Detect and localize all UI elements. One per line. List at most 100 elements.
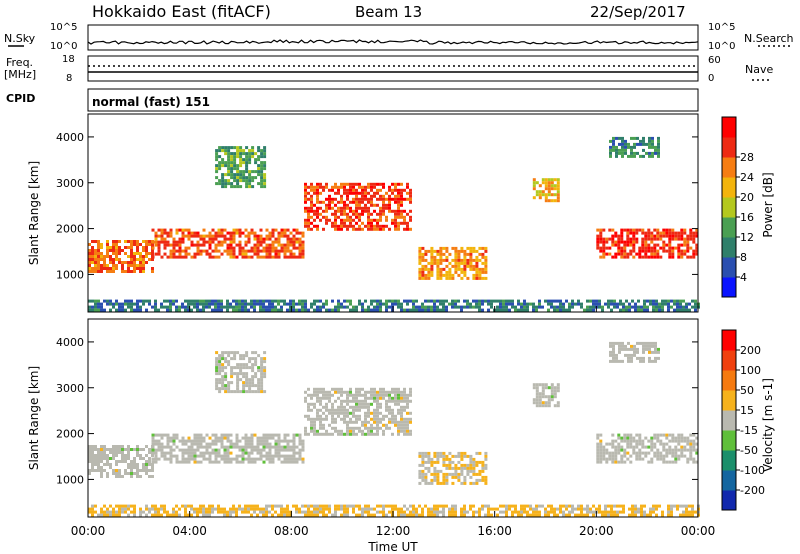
velocity-echo-cell-2 [319, 420, 322, 424]
velocity-echo-cell-7 [654, 350, 657, 354]
power-echo-cell-8 [244, 305, 247, 309]
power-echo-cell-3 [248, 173, 252, 177]
velocity-echo-cell-8 [91, 507, 94, 511]
power-echo-cell-1 [286, 249, 290, 253]
power-echo-cell-8 [430, 305, 433, 309]
velocity-echo-cell-2 [370, 393, 373, 397]
velocity-echo-cell-2 [364, 417, 367, 421]
power-echo-cell-2 [310, 194, 313, 198]
velocity-echo-cell-2 [358, 402, 361, 406]
power-colorbar-swatch [722, 257, 736, 278]
power-colorbar-tick-label: 16 [740, 211, 754, 224]
power-echo-cell-6 [692, 234, 696, 238]
velocity-echo-cell-6 [599, 454, 603, 458]
power-echo-cell-2 [373, 182, 376, 186]
velocity-echo-cell-2 [304, 432, 307, 436]
velocity-echo-cell-1 [277, 439, 281, 443]
power-echo-cell-1 [205, 240, 209, 244]
velocity-echo-cell-0 [127, 445, 130, 448]
velocity-echo-cell-0 [91, 460, 94, 463]
velocity-echo-cell-6 [683, 445, 687, 449]
power-echo-cell-4 [418, 246, 422, 250]
velocity-echo-cell-3 [260, 357, 264, 361]
velocity-echo-cell-7 [657, 356, 660, 360]
power-echo-cell-8 [511, 302, 514, 306]
power-echo-cell-1 [187, 237, 191, 241]
power-echo-cell-6 [632, 237, 636, 241]
velocity-echo-cell-6 [632, 436, 636, 440]
velocity-echo-cell-4 [472, 469, 476, 473]
velocity-echo-cell-1 [277, 445, 281, 449]
velocity-echo-cell-1 [280, 460, 284, 464]
velocity-echo-cell-5 [556, 401, 560, 405]
velocity-echo-cell-1 [292, 436, 296, 440]
power-echo-cell-1 [193, 243, 197, 247]
velocity-echo-cell-6 [638, 457, 642, 461]
velocity-echo-cell-2 [397, 408, 400, 412]
power-echo-cell-6 [656, 255, 660, 259]
velocity-echo-cell-2 [391, 411, 394, 415]
power-echo-cell-1 [223, 234, 227, 238]
velocity-echo-cell-1 [196, 454, 200, 458]
velocity-echo-cell-1 [232, 445, 236, 449]
power-echo-cell-6 [653, 243, 657, 247]
power-echo-cell-1 [226, 249, 230, 253]
velocity-echo-cell-1 [301, 442, 305, 446]
velocity-echo-cell-1 [274, 454, 278, 458]
power-echo-cell-0 [112, 270, 115, 273]
power-echo-cell-3 [227, 170, 231, 174]
power-echo-cell-4 [472, 267, 476, 271]
velocity-colorbar-tick-label: 50 [740, 384, 754, 397]
power-echo-cell-2 [367, 191, 370, 195]
power-echo-cell-6 [692, 249, 696, 253]
power-echo-cell-8 [262, 302, 265, 306]
velocity-echo-cell-2 [331, 393, 334, 397]
velocity-echo-cell-6 [650, 445, 654, 449]
velocity-echo-cell-8 [532, 510, 535, 514]
velocity-echo-cell-8 [214, 507, 217, 511]
power-echo-cell-6 [644, 234, 648, 238]
velocity-echo-cell-8 [343, 510, 346, 514]
velocity-echo-cell-8 [610, 504, 613, 508]
velocity-echo-cell-8 [160, 507, 163, 511]
power-echo-cell-0 [109, 258, 112, 261]
power-echo-cell-6 [599, 228, 603, 232]
power-echo-cell-6 [632, 228, 636, 232]
power-echo-cell-4 [430, 255, 434, 259]
velocity-echo-cell-8 [514, 510, 517, 514]
velocity-echo-cell-3 [239, 357, 243, 361]
power-colorbar-swatch [722, 137, 736, 158]
velocity-echo-cell-1 [238, 448, 242, 452]
power-echo-cell-1 [301, 249, 305, 253]
velocity-echo-cell-2 [394, 402, 397, 406]
velocity-echo-cell-7 [609, 353, 612, 357]
power-echo-cell-2 [406, 224, 409, 228]
velocity-echo-cell-1 [244, 457, 248, 461]
velocity-echo-cell-4 [421, 457, 425, 461]
velocity-echo-cell-3 [218, 366, 222, 370]
velocity-echo-cell-7 [648, 350, 651, 354]
velocity-echo-cell-6 [620, 460, 624, 464]
velocity-echo-cell-8 [280, 510, 283, 514]
power-echo-cell-1 [289, 249, 293, 253]
velocity-echo-cell-8 [322, 510, 325, 514]
velocity-echo-cell-8 [667, 507, 670, 511]
velocity-echo-cell-8 [685, 513, 688, 517]
power-echo-cell-1 [265, 243, 269, 247]
power-echo-cell-1 [217, 255, 221, 259]
velocity-echo-cell-0 [106, 475, 109, 478]
power-echo-cell-1 [301, 243, 305, 247]
power-echo-cell-8 [538, 305, 541, 309]
power-echo-cell-8 [484, 299, 487, 303]
power-echo-cell-2 [409, 191, 412, 195]
power-echo-cell-2 [385, 203, 388, 207]
velocity-echo-cell-5 [538, 398, 542, 402]
velocity-echo-cell-5 [544, 404, 548, 408]
velocity-echo-cell-3 [254, 357, 258, 361]
velocity-echo-cell-1 [277, 442, 281, 446]
velocity-echo-cell-8 [562, 504, 565, 508]
velocity-echo-cell-1 [190, 448, 194, 452]
power-echo-cell-8 [586, 308, 589, 312]
power-echo-cell-2 [367, 209, 370, 213]
power-echo-cell-2 [355, 200, 358, 204]
